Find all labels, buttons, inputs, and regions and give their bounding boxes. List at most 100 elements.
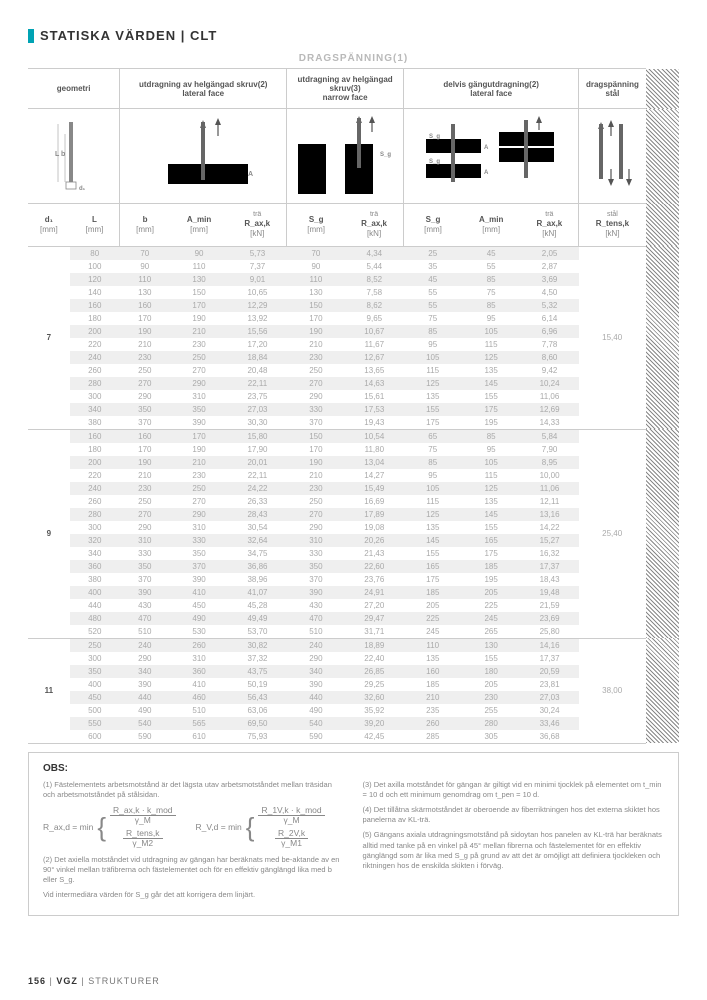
table-cell: 30,82: [228, 638, 286, 652]
table-cell: 130: [170, 273, 228, 286]
table-cell: 310: [120, 534, 170, 547]
table-cell: 210: [120, 338, 170, 351]
table-cell: 115: [462, 469, 520, 482]
table-cell: 11,67: [345, 338, 403, 351]
table-cell: 34,75: [228, 547, 286, 560]
table-cell: 430: [287, 599, 345, 612]
table-cell: 440: [287, 691, 345, 704]
table-cell: 15,56: [228, 325, 286, 338]
hatch-col: [646, 109, 679, 204]
table-cell: 110: [170, 260, 228, 273]
table-cell: 14,27: [345, 469, 403, 482]
table-cell: 370: [170, 560, 228, 573]
table-cell: 245: [462, 612, 520, 625]
svg-text:d₁: d₁: [79, 186, 86, 192]
row-group-d: 7: [28, 246, 70, 429]
table-cell: 75,93: [228, 730, 286, 744]
table-cell: 130: [287, 286, 345, 299]
diagram-row: L b d₁ A: [28, 109, 679, 204]
table-cell: 30,24: [520, 704, 578, 717]
table-cell: 100: [70, 260, 120, 273]
table-cell: 300: [70, 521, 120, 534]
table-cell: 17,37: [520, 652, 578, 665]
table-cell: 22,11: [228, 469, 286, 482]
svg-text:S_g: S_g: [380, 152, 391, 158]
table-cell: 17,37: [520, 560, 578, 573]
table-cell: 190: [170, 443, 228, 456]
table-cell: 310: [287, 534, 345, 547]
table-cell: 200: [70, 325, 120, 338]
table-cell: 10,24: [520, 377, 578, 390]
table-cell: 53,70: [228, 625, 286, 639]
table-cell: 170: [287, 312, 345, 325]
table-cell: 340: [70, 403, 120, 416]
table-cell: 400: [70, 586, 120, 599]
table-cell: 185: [404, 678, 462, 691]
table-cell: 5,73: [228, 246, 286, 260]
table-cell: 17,20: [228, 338, 286, 351]
table-cell: 340: [120, 665, 170, 678]
table-cell: 410: [170, 678, 228, 691]
table-cell: 350: [120, 403, 170, 416]
table-cell: 280: [70, 508, 120, 521]
footer-brand: VGZ: [56, 976, 78, 986]
table-cell: 18,43: [520, 573, 578, 586]
table-cell: 340: [287, 665, 345, 678]
table-cell: 155: [404, 403, 462, 416]
table-cell: 155: [462, 521, 520, 534]
table-cell: 340: [70, 547, 120, 560]
column-header: b[mm]: [120, 204, 170, 247]
table-cell: 225: [404, 612, 462, 625]
table-cell: 410: [170, 586, 228, 599]
table-cell: 14,33: [520, 416, 578, 430]
table-cell: 20,48: [228, 364, 286, 377]
table-cell: 110: [404, 638, 462, 652]
table-cell: 6,96: [520, 325, 578, 338]
table-cell: 590: [287, 730, 345, 744]
table-cell: 300: [70, 390, 120, 403]
table-cell: 480: [70, 612, 120, 625]
table-cell: 190: [287, 325, 345, 338]
table-cell: 290: [170, 377, 228, 390]
table-cell: 9,01: [228, 273, 286, 286]
table-cell: 14,63: [345, 377, 403, 390]
column-header-row: d₁[mm]L[mm]b[mm]A_min[mm]träR_ax,k[kN]S_…: [28, 204, 679, 247]
table-cell: 63,06: [228, 704, 286, 717]
column-header: L[mm]: [70, 204, 120, 247]
table-cell: 390: [287, 586, 345, 599]
table-cell: 105: [462, 325, 520, 338]
table-cell: 510: [170, 704, 228, 717]
table-cell: 69,50: [228, 717, 286, 730]
table-cell: 135: [404, 521, 462, 534]
table-cell: 95: [462, 443, 520, 456]
table-cell: 75: [404, 312, 462, 325]
table-cell: 330: [287, 547, 345, 560]
table-cell: 24,91: [345, 586, 403, 599]
table-cell: 190: [120, 456, 170, 469]
table-cell: 20,01: [228, 456, 286, 469]
table-cell: 250: [170, 482, 228, 495]
table-cell: 550: [70, 717, 120, 730]
table-cell: 7,37: [228, 260, 286, 273]
table-cell: 350: [70, 665, 120, 678]
table-cell: 260: [70, 364, 120, 377]
table-cell: 33,46: [520, 717, 578, 730]
table-cell: 120: [70, 273, 120, 286]
table-cell: 160: [70, 429, 120, 443]
hatch-col: [646, 204, 679, 247]
group-header-row: geometri utdragning av helgängad skruv(2…: [28, 69, 679, 109]
table-cell: 530: [170, 625, 228, 639]
table-cell: 220: [70, 338, 120, 351]
table-cell: 290: [120, 652, 170, 665]
table-cell: 160: [120, 299, 170, 312]
table-cell: 145: [462, 377, 520, 390]
table-cell: 42,45: [345, 730, 403, 744]
table-cell: 105: [404, 351, 462, 364]
table-cell: 50,19: [228, 678, 286, 691]
table-cell: 270: [170, 495, 228, 508]
table-cell: 130: [462, 638, 520, 652]
table-cell: 55: [462, 260, 520, 273]
table-cell: 155: [462, 390, 520, 403]
table-cell: 21,59: [520, 599, 578, 612]
row-group-rtens: 38,00: [579, 638, 646, 743]
